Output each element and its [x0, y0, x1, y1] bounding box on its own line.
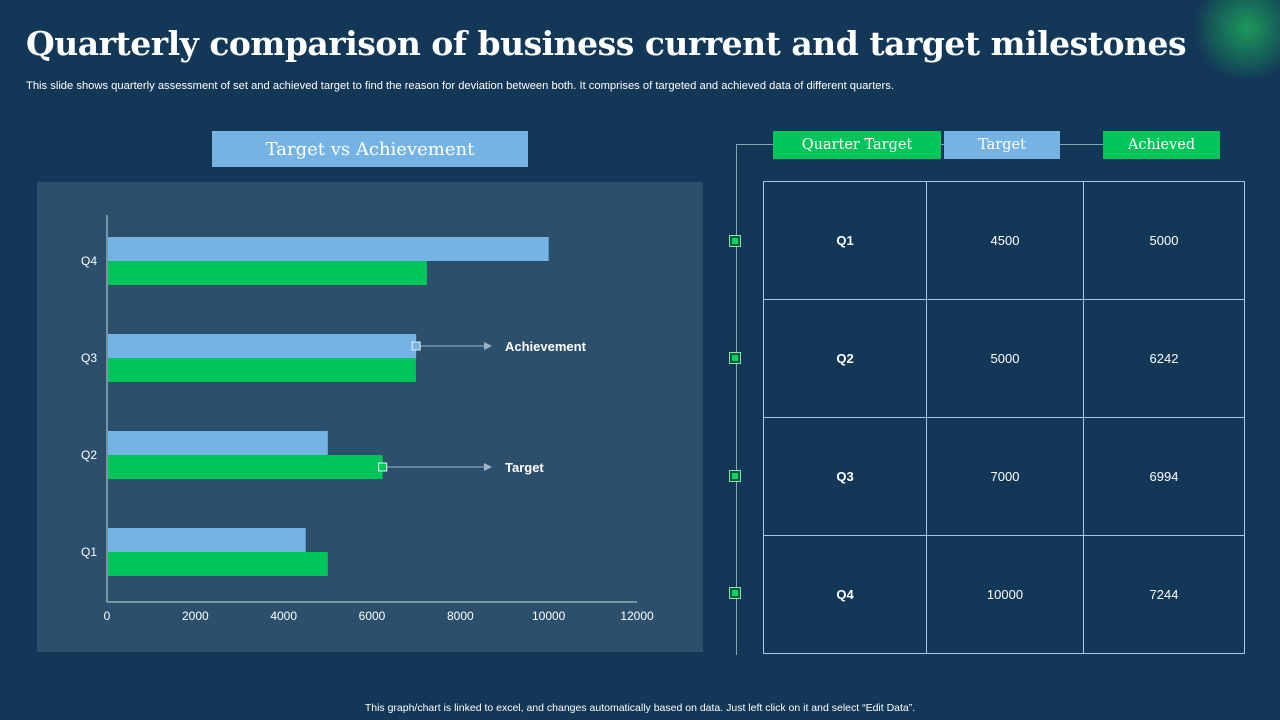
bar-target-q2	[108, 431, 328, 455]
achieved-cell: 6994	[1083, 417, 1245, 536]
header-connector	[1060, 144, 1103, 145]
x-tick-label: 12000	[620, 609, 654, 623]
x-tick-label: 0	[104, 609, 111, 623]
timeline-marker-q3	[729, 470, 741, 482]
bar-achievement-q3	[108, 358, 416, 382]
quarter-cell: Q2	[763, 299, 927, 418]
timeline-line	[736, 145, 737, 655]
timeline-marker-q4	[729, 587, 741, 599]
callout-target-marker	[378, 462, 388, 472]
header-target: Target	[944, 131, 1060, 159]
header-achieved: Achieved	[1103, 131, 1220, 159]
callout-target-label: Target	[505, 460, 544, 475]
table-row: Q1 4500 5000	[763, 181, 1245, 300]
achieved-cell: 7244	[1083, 535, 1245, 654]
x-tick-label: 4000	[270, 609, 297, 623]
bar-target-q1	[108, 528, 306, 552]
quarter-cell: Q4	[763, 535, 927, 654]
bar-target-q4	[108, 237, 549, 261]
achieved-cell: 6242	[1083, 299, 1245, 418]
y-tick-label: Q4	[81, 254, 97, 268]
y-tick-label: Q2	[81, 448, 97, 462]
page-title: Quarterly comparison of business current…	[26, 24, 1187, 63]
page-subtitle: This slide shows quarterly assessment of…	[26, 80, 894, 92]
x-tick-label: 2000	[182, 609, 209, 623]
header-connector	[941, 144, 944, 145]
quarter-table: Q1 4500 5000 Q2 5000 6242 Q3 7000 6994 Q…	[763, 181, 1245, 654]
target-cell: 7000	[926, 417, 1084, 536]
bar-target-q3	[108, 334, 417, 358]
target-cell: 10000	[926, 535, 1084, 654]
chart-panel: 0 2000 4000 6000 8000 10000 12000 Q1 Q2 Q3 Q4 Achie…	[37, 182, 703, 652]
target-cell: 5000	[926, 299, 1084, 418]
x-tick-label: 8000	[447, 609, 474, 623]
y-tick-label: Q3	[81, 351, 97, 365]
table-row: Q2 5000 6242	[763, 299, 1245, 418]
header-quarter-target: Quarter Target	[773, 131, 941, 159]
table-row: Q4 10000 7244	[763, 535, 1245, 654]
timeline-marker-q1	[729, 235, 741, 247]
bar-chart[interactable]: 0 2000 4000 6000 8000 10000 12000 Q1 Q2 Q3 Q4 Achie…	[37, 182, 703, 652]
timeline-marker-q2	[729, 352, 741, 364]
x-tick-label: 10000	[532, 609, 566, 623]
achieved-cell: 5000	[1083, 181, 1245, 300]
callout-target-arrow	[484, 463, 492, 471]
callout-achievement-label: Achievement	[505, 339, 587, 354]
callout-achievement-marker	[411, 341, 421, 351]
y-tick-label: Q1	[81, 545, 97, 559]
quarter-cell: Q1	[763, 181, 927, 300]
bar-achievement-q4	[108, 261, 427, 285]
quarter-cell: Q3	[763, 417, 927, 536]
header-connector	[736, 144, 773, 145]
table-row: Q3 7000 6994	[763, 417, 1245, 536]
decorative-glow	[1192, 0, 1280, 78]
callout-achievement-arrow	[484, 342, 492, 350]
target-cell: 4500	[926, 181, 1084, 300]
chart-heading: Target vs Achievement	[212, 131, 528, 167]
bar-achievement-q1	[108, 552, 328, 576]
x-tick-label: 6000	[359, 609, 386, 623]
footer-note: This graph/chart is linked to excel, and…	[364, 702, 916, 714]
bar-achievement-q2	[108, 455, 383, 479]
